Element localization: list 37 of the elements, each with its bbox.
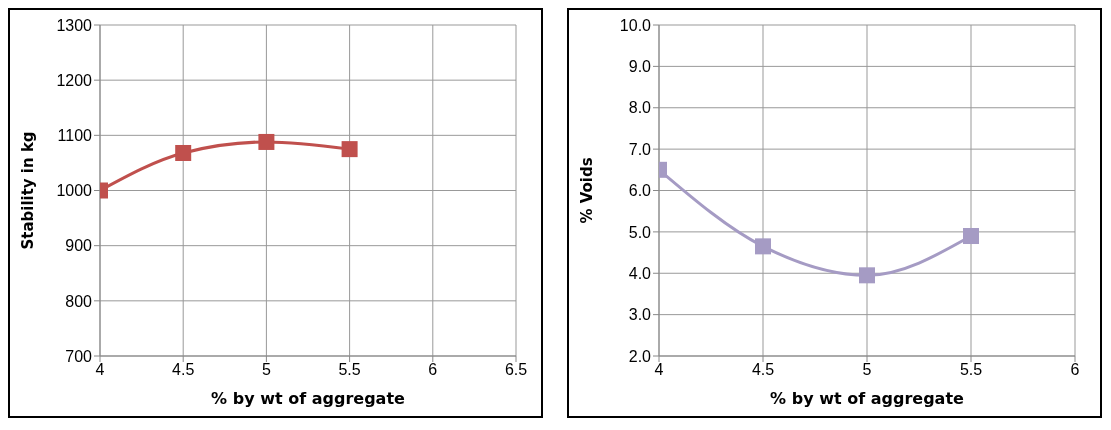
y-tick-label: 1200 (56, 71, 93, 89)
y-tick-label: 9.0 (628, 58, 652, 76)
x-tick-label: 4.5 (172, 361, 195, 379)
point (175, 144, 192, 161)
point (859, 267, 875, 284)
point (963, 228, 979, 245)
y-tick-label: 7.0 (628, 140, 652, 158)
x-tick-label: 6 (428, 361, 438, 379)
x-tick-label: 5.5 (338, 361, 361, 379)
y-tick-label: 700 (65, 347, 93, 365)
y-tick-label: 2.0 (628, 347, 652, 365)
y-tick-label: 1100 (57, 127, 93, 145)
point (755, 238, 771, 255)
x-tick-label: 5 (261, 361, 271, 379)
point (341, 141, 358, 158)
x-tick-label: 4 (654, 361, 664, 379)
y-axis-title: Stability in kg (19, 131, 38, 250)
x-tick-label: 4.5 (751, 361, 775, 379)
y-tick-label: 4.0 (628, 264, 652, 282)
y-tick-label: 1000 (56, 182, 93, 200)
y-tick-label: 8.0 (628, 99, 652, 117)
y-tick-label: 5.0 (628, 223, 652, 241)
x-axis-title: % by wt of aggregate (770, 389, 965, 408)
x-tick-label: 6 (1070, 361, 1080, 379)
y-tick-label: 900 (65, 237, 93, 255)
point (258, 133, 275, 150)
x-axis-title: % by wt of aggregate (211, 389, 406, 408)
x-tick-label: 5.5 (959, 361, 983, 379)
y-axis-title: % Voids (578, 157, 597, 224)
y-tick-label: 1300 (56, 16, 93, 34)
y-tick-label: 800 (65, 292, 93, 310)
x-tick-label: 6.5 (504, 361, 528, 379)
x-tick-label: 4 (95, 361, 105, 379)
y-tick-label: 3.0 (628, 306, 652, 324)
y-tick-label: 10.0 (619, 16, 652, 34)
y-tick-label: 6.0 (628, 182, 652, 200)
x-tick-label: 5 (862, 361, 872, 379)
